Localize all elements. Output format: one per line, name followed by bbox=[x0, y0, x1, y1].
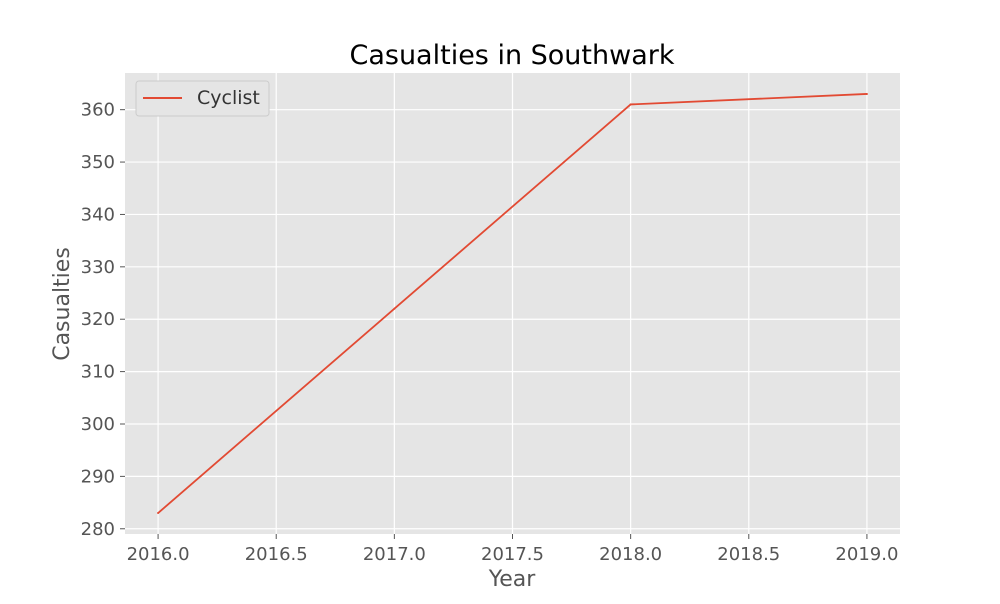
y-tick-label: 330 bbox=[81, 257, 115, 278]
series-line-cyclist bbox=[157, 93, 867, 514]
legend-box bbox=[135, 80, 270, 117]
y-tick-label: 310 bbox=[81, 362, 115, 383]
y-tick-label: 320 bbox=[81, 309, 115, 330]
x-tick-label: 2018.5 bbox=[717, 544, 780, 565]
x-tick-label: 2017.5 bbox=[481, 544, 544, 565]
series-layer bbox=[157, 92, 868, 515]
legend-label-cyclist: Cyclist bbox=[197, 87, 260, 109]
x-axis-label: Year bbox=[488, 567, 537, 592]
data-point bbox=[393, 307, 396, 310]
x-tick-label: 2017.0 bbox=[363, 544, 426, 565]
grid-layer bbox=[125, 73, 900, 534]
data-point bbox=[629, 103, 632, 106]
y-tick-label: 350 bbox=[81, 152, 115, 173]
data-point bbox=[157, 512, 160, 515]
y-tick-label: 300 bbox=[81, 414, 115, 435]
chart-title: Casualties in Southwark bbox=[349, 40, 674, 71]
x-tick-label: 2019.0 bbox=[835, 544, 898, 565]
data-point bbox=[865, 92, 868, 95]
x-axis: 2016.0 2016.5 2017.0 2017.5 2018.0 2018.5 2019… bbox=[127, 534, 898, 565]
x-tick-label: 2018.0 bbox=[599, 544, 662, 565]
x-tick-label: 2016.0 bbox=[127, 544, 190, 565]
legend: Cyclist bbox=[135, 80, 270, 117]
y-tick-label: 290 bbox=[81, 466, 115, 487]
y-axis-label: Casualties bbox=[50, 247, 75, 361]
x-tick-label: 2016.5 bbox=[245, 544, 308, 565]
y-tick-label: 360 bbox=[81, 100, 115, 121]
y-axis: 280 290 300 310 320 330 340 350 360 bbox=[81, 100, 125, 540]
y-tick-label: 280 bbox=[81, 519, 115, 540]
y-tick-label: 340 bbox=[81, 204, 115, 225]
